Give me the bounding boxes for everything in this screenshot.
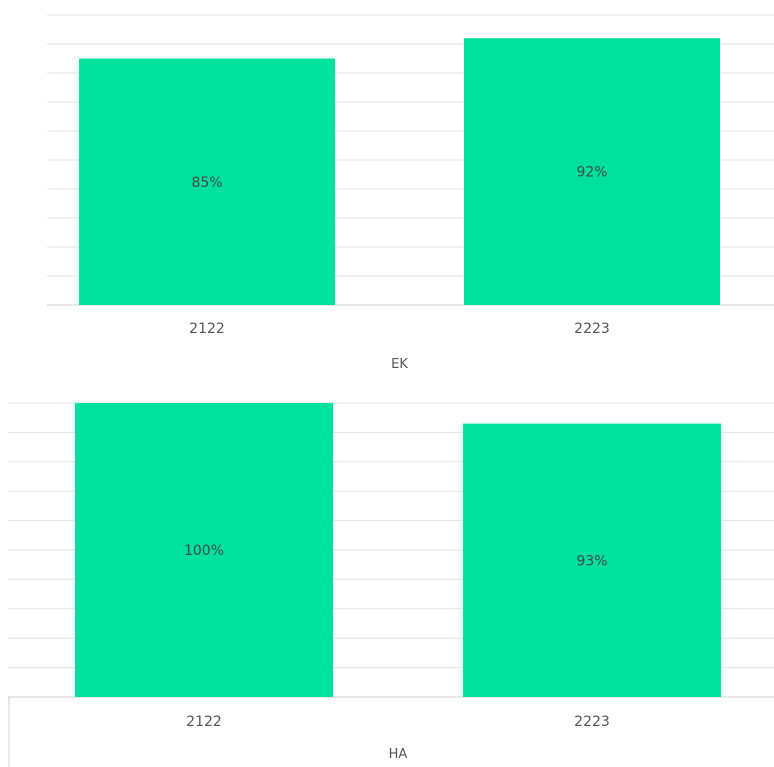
data-label: 100% <box>184 543 224 559</box>
x-tick-label: 2223 <box>574 321 610 337</box>
data-label: 93% <box>576 553 607 569</box>
bar-2223 <box>463 423 721 697</box>
data-label: 92% <box>576 165 607 181</box>
bar-2122 <box>75 403 333 697</box>
x-axis-title: HA <box>389 747 408 762</box>
x-axis-title: EK <box>391 357 408 372</box>
chart-ha: 100% 2122 93% 2223 HA <box>8 402 774 767</box>
bar-2223 <box>464 38 720 305</box>
x-tick-label: 2223 <box>574 714 610 730</box>
bar-2122 <box>79 58 335 305</box>
x-tick-label: 2122 <box>189 321 225 337</box>
data-label: 85% <box>191 175 222 191</box>
x-tick-label: 2122 <box>186 714 222 730</box>
chart-ek: 85% 2122 92% 2223 EK <box>47 14 774 372</box>
